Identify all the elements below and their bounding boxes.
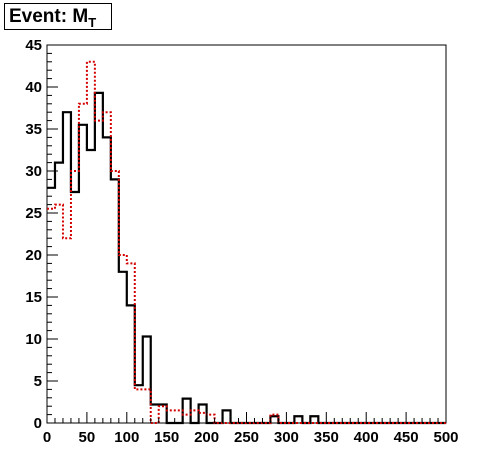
- x-tick-label: 0: [43, 429, 51, 446]
- series-layer: [47, 60, 446, 425]
- y-tick-label: 40: [25, 79, 42, 96]
- x-tick-label: 450: [394, 429, 419, 446]
- y-tick-label: 15: [25, 289, 42, 306]
- series-2-line: [47, 60, 446, 424]
- x-tick-label: 300: [274, 429, 299, 446]
- x-tick-label: 500: [433, 429, 458, 446]
- x-tick-label: 150: [154, 429, 179, 446]
- x-tick-label: 50: [79, 429, 96, 446]
- y-tick-label: 0: [34, 415, 42, 432]
- x-tick-label: 100: [114, 429, 139, 446]
- y-tick-label: 45: [25, 37, 42, 54]
- y-tick-label: 30: [25, 163, 42, 180]
- y-tick-label: 20: [25, 247, 42, 264]
- x-tick-label: 350: [314, 429, 339, 446]
- y-tick-label: 5: [34, 373, 42, 390]
- chart-title-subscript: T: [88, 15, 97, 30]
- x-tick-label: 250: [234, 429, 259, 446]
- x-tick-label: 400: [354, 429, 379, 446]
- x-tick-label: 200: [194, 429, 219, 446]
- tick-labels-layer: 0 50 100 150 200 250 300 350 400 450 500 0 5 10 15 20 25…: [25, 37, 458, 446]
- series-1-line: [47, 91, 446, 425]
- chart-title-main: Event: M: [9, 6, 89, 27]
- y-tick-label: 25: [25, 205, 42, 222]
- ticks-layer: [46, 44, 447, 424]
- chart-title: Event: MT: [4, 3, 112, 30]
- y-tick-label: 35: [25, 121, 42, 138]
- plot-frame: [46, 44, 447, 424]
- y-tick-label: 10: [25, 331, 42, 348]
